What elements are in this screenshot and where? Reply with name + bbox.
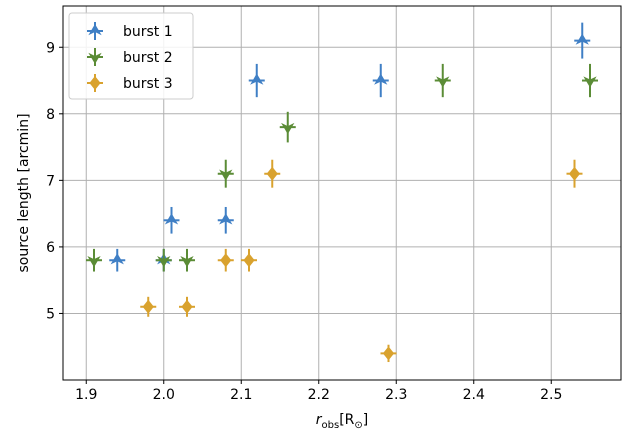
x-label-unit-sub: ⊙ [354,420,362,431]
data-point [575,33,589,45]
x-tick-label: 2.2 [308,387,330,403]
series-1 [109,22,591,272]
data-point [180,256,194,268]
data-points [86,22,598,363]
data-point [568,166,581,181]
data-point [110,253,124,265]
grid [63,6,621,380]
data-point [219,213,233,225]
x-tick-label: 2.0 [153,387,175,403]
y-tick-label: 7 [46,173,55,189]
series-2 [86,63,598,272]
data-point [220,253,232,268]
data-point [266,166,278,181]
data-point [87,256,101,268]
x-tick-label: 1.9 [75,387,97,403]
plot-frame [62,5,622,381]
legend-label: burst 1 [123,24,173,40]
data-point [157,256,171,268]
x-label-sub: obs [322,420,340,431]
legend-label: burst 2 [123,50,173,66]
y-tick-label: 5 [46,306,55,322]
data-point [583,76,597,88]
axis-ticks: 1.9 2.0 2.1 2.2 2.3 2.4 2.5 5 6 7 8 9 [46,40,562,403]
y-tick-label: 6 [46,240,55,256]
legend-box [68,12,194,100]
y-axis-label: source length [arcmin] [16,113,32,272]
x-axis-label: robs[R⊙] [316,412,369,431]
legend: burst 1 burst 2 burst 3 [68,12,194,100]
x-tick-label: 2.5 [540,387,562,403]
data-point [142,299,154,314]
x-label-unit: [R [339,412,354,428]
y-tick-label: 9 [46,40,55,56]
legend-label: burst 3 [123,76,173,92]
data-point [374,73,388,85]
legend-item: burst 3 [87,74,173,92]
x-tick-label: 2.3 [385,387,407,403]
y-tick-label: 8 [46,107,55,123]
x-tick-label: 2.1 [230,387,252,403]
x-label-main: r [316,412,323,428]
data-point [281,122,295,135]
x-label-unit-end: ] [363,412,368,428]
data-point [243,253,255,268]
x-tick-label: 2.4 [463,387,485,403]
data-point [219,169,233,181]
data-point [181,299,193,314]
data-point [436,76,450,88]
legend-marker [89,76,101,90]
legend-marker [88,52,102,64]
data-point [250,73,264,85]
data-point [164,213,179,225]
legend-item: burst 1 [87,22,173,40]
data-point [382,346,395,361]
legend-marker [88,24,102,36]
legend-item: burst 2 [87,48,173,66]
series-3 [140,159,583,363]
